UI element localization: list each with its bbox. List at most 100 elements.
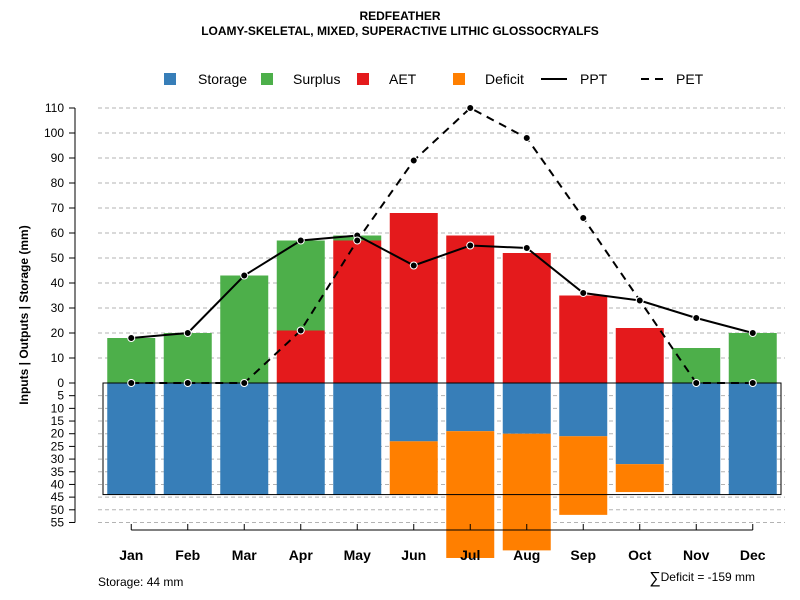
y-tick-label-lower-7: 40 xyxy=(51,477,65,491)
deficit-bar-sep xyxy=(559,436,608,515)
pet-point-jun xyxy=(409,156,418,165)
pet-point-jul xyxy=(466,104,475,112)
legend-swatch-deficit xyxy=(453,73,465,85)
legend-label-storage: Storage xyxy=(198,71,247,87)
surplus-bar-feb xyxy=(163,333,212,383)
storage-bar-jan xyxy=(107,383,156,495)
chart-title: REDFEATHER xyxy=(359,9,441,23)
y-tick-label-upper-11: 110 xyxy=(45,101,64,115)
pet-point-may xyxy=(353,236,362,245)
pet-point-oct xyxy=(635,296,644,305)
pet-point-nov xyxy=(692,379,701,387)
y-axis-label: Inputs | Outputs | Storage (mm) xyxy=(17,225,31,404)
ppt-point-feb xyxy=(183,329,192,337)
legend-swatch-storage xyxy=(164,73,176,85)
storage-bar-jul xyxy=(446,383,495,432)
deficit-total: Deficit = -159 mm xyxy=(660,570,755,584)
legend-label-pet: PET xyxy=(676,71,704,87)
x-tick-label-nov: Nov xyxy=(683,547,710,563)
aet-bar-jul xyxy=(446,235,495,383)
y-tick-label-lower-1: 10 xyxy=(51,401,65,415)
aet-bar-sep xyxy=(559,295,608,383)
deficit-bar-aug xyxy=(502,433,551,551)
y-tick-label-upper-2: 20 xyxy=(51,326,65,340)
ppt-point-sep xyxy=(579,289,588,297)
y-tick-label-lower-4: 25 xyxy=(51,439,65,453)
deficit-bar-jun xyxy=(389,441,438,495)
y-tick-label-upper-10: 100 xyxy=(44,126,64,140)
pet-point-sep xyxy=(579,214,588,222)
y-tick-label-lower-2: 15 xyxy=(51,414,65,428)
chart-subtitle: LOAMY-SKELETAL, MIXED, SUPERACTIVE LITHI… xyxy=(201,24,599,38)
storage-bar-sep xyxy=(559,383,608,437)
x-tick-label-jan: Jan xyxy=(119,547,143,563)
pet-point-feb xyxy=(183,379,192,387)
y-tick-label-lower-5: 30 xyxy=(51,452,65,466)
x-tick-label-dec: Dec xyxy=(740,547,766,563)
x-tick-label-feb: Feb xyxy=(175,547,200,563)
storage-note: Storage: 44 mm xyxy=(98,575,184,589)
aet-bar-jun xyxy=(389,213,438,383)
ppt-point-dec xyxy=(748,329,757,337)
aet-bar-may xyxy=(333,240,382,383)
y-tick-label-upper-0: 0 xyxy=(57,376,64,390)
ppt-point-jul xyxy=(466,241,475,250)
legend-swatch-surplus xyxy=(261,73,273,85)
x-tick-label-jun: Jun xyxy=(401,547,426,563)
pet-point-jan xyxy=(127,379,136,387)
pet-line xyxy=(131,106,753,384)
storage-bar-may xyxy=(333,383,382,495)
y-tick-label-upper-4: 40 xyxy=(51,276,65,290)
x-tick-label-may: May xyxy=(344,547,371,563)
x-tick-label-apr: Apr xyxy=(289,547,314,563)
legend-label-aet: AET xyxy=(389,71,417,87)
storage-bar-oct xyxy=(615,383,664,465)
x-tick-label-mar: Mar xyxy=(232,547,257,563)
legend-label-surplus: Surplus xyxy=(293,71,340,87)
storage-bar-aug xyxy=(502,383,551,434)
y-tick-label-upper-1: 10 xyxy=(51,351,65,365)
x-tick-label-jul: Jul xyxy=(460,547,480,563)
y-tick-label-lower-3: 20 xyxy=(51,427,65,441)
pet-point-apr xyxy=(296,326,305,335)
deficit-bar-oct xyxy=(615,464,664,493)
y-tick-label-upper-9: 90 xyxy=(51,151,65,165)
storage-bar-nov xyxy=(672,383,721,495)
storage-bar-dec xyxy=(728,383,777,495)
sum-symbol: ∑ xyxy=(649,570,661,587)
x-tick-label-aug: Aug xyxy=(513,547,540,563)
storage-bar-feb xyxy=(163,383,212,495)
y-tick-label-upper-6: 60 xyxy=(51,226,65,240)
ppt-point-nov xyxy=(692,314,701,322)
y-tick-label-upper-5: 50 xyxy=(51,251,65,265)
ppt-point-jun xyxy=(409,261,418,270)
y-tick-label-lower-6: 35 xyxy=(51,465,65,479)
legend-swatch-aet xyxy=(357,73,369,85)
storage-bar-jun xyxy=(389,383,438,442)
x-tick-label-sep: Sep xyxy=(570,547,596,563)
y-tick-label-upper-3: 30 xyxy=(51,301,65,315)
x-tick-label-oct: Oct xyxy=(628,547,652,563)
ppt-point-apr xyxy=(296,236,305,245)
deficit-note: ∑Deficit = -159 mm xyxy=(649,570,755,588)
y-tick-label-lower-10: 55 xyxy=(51,515,65,529)
ppt-point-aug xyxy=(522,244,531,252)
surplus-bar-apr xyxy=(276,240,325,331)
y-tick-label-lower-0: 5 xyxy=(57,389,64,403)
y-tick-label-upper-7: 70 xyxy=(51,201,65,215)
storage-bar-apr xyxy=(276,383,325,495)
aet-bar-oct xyxy=(615,328,664,383)
y-tick-label-upper-8: 80 xyxy=(51,176,65,190)
pet-point-aug xyxy=(522,134,531,142)
pet-point-mar xyxy=(240,379,249,387)
pet-point-dec xyxy=(748,379,757,387)
surplus-bar-jan xyxy=(107,338,156,383)
surplus-bar-mar xyxy=(220,275,269,383)
surplus-bar-dec xyxy=(728,333,777,383)
ppt-point-mar xyxy=(240,271,249,280)
aet-bar-aug xyxy=(502,253,551,383)
ppt-point-jan xyxy=(127,334,136,342)
aet-bar-apr xyxy=(276,330,325,383)
ppt-line xyxy=(131,234,754,339)
